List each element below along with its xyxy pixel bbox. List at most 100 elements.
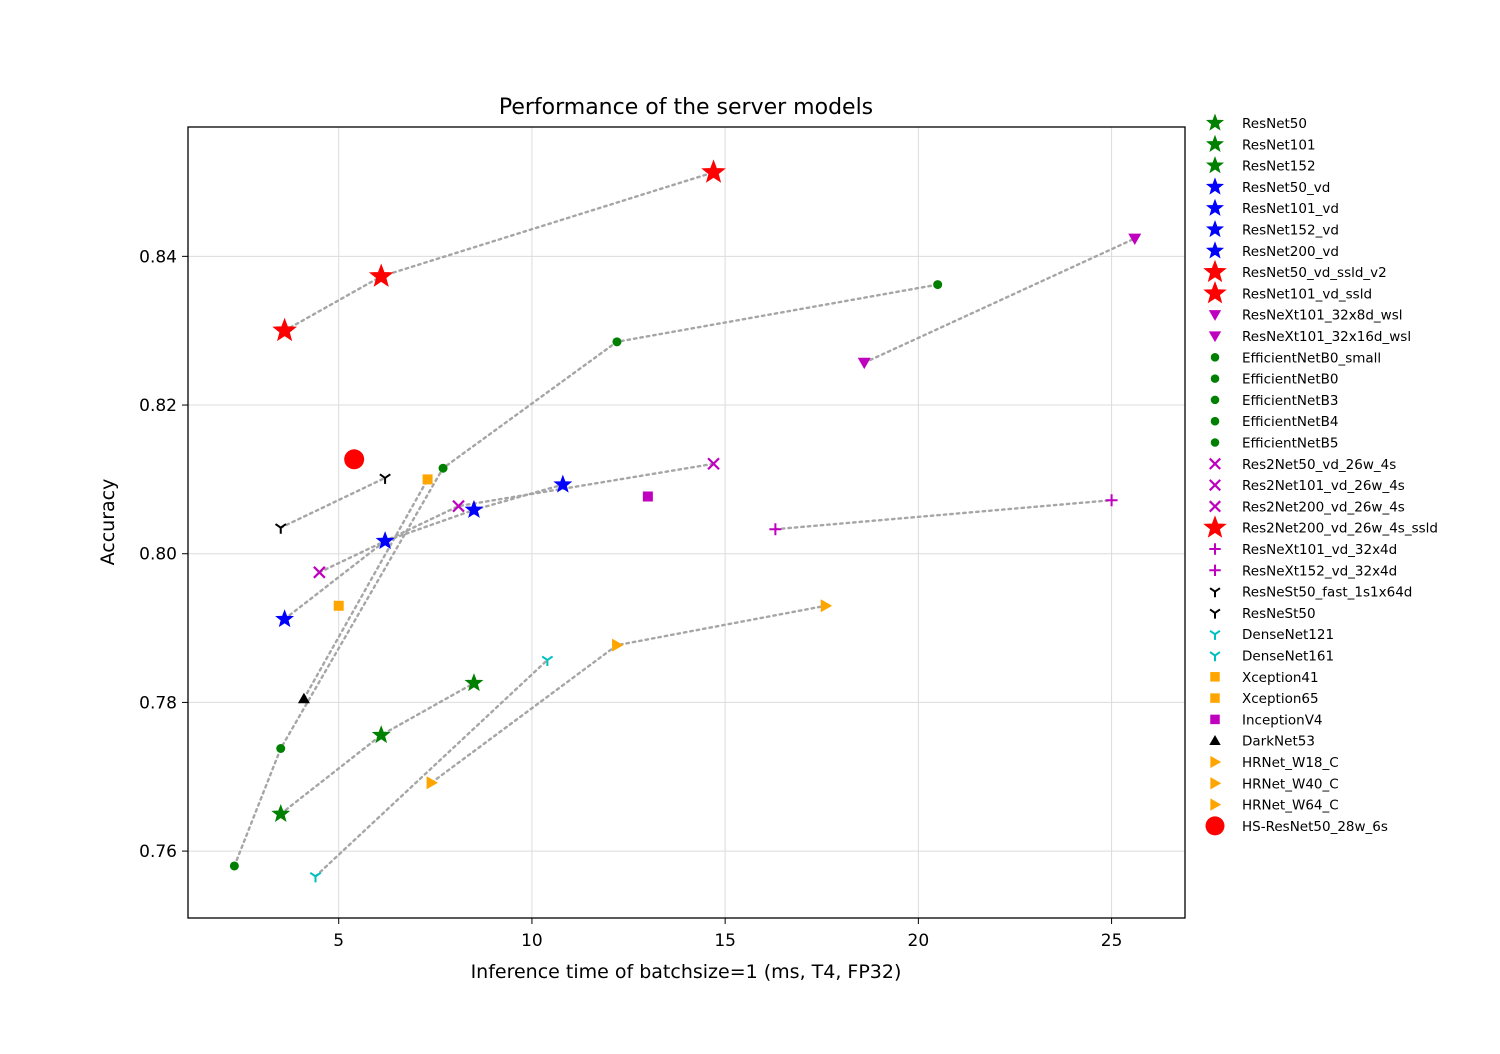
legend-label: DenseNet121 xyxy=(1242,627,1334,643)
plot-frame xyxy=(187,126,1186,919)
legend-marker xyxy=(1209,735,1221,745)
connection-line xyxy=(302,478,429,700)
legend-item-resnext101-32x8d-wsl: ResNeXt101_32x8d_wsl xyxy=(1208,308,1402,324)
legend-label: ResNet50_vd_ssld_v2 xyxy=(1242,265,1387,281)
legend-item-resnext152-vd-32x4d: ResNeXt152_vd_32x4d xyxy=(1209,563,1397,579)
point-densenet121 xyxy=(309,871,322,883)
legend-item-resnet152-vd: ResNet152_vd xyxy=(1205,220,1339,239)
legend-label: DarkNet53 xyxy=(1242,734,1315,750)
legend-item-resnet101-vd: ResNet101_vd xyxy=(1205,198,1339,217)
legend-label: HRNet_W64_C xyxy=(1242,798,1339,814)
legend-item-res2net50-vd-26w-4s: Res2Net50_vd_26w_4s xyxy=(1209,457,1396,473)
point-resnet152 xyxy=(464,673,484,692)
x-tick-label: 20 xyxy=(908,931,930,951)
point-resnet101 xyxy=(371,725,391,744)
legend-label: EfficientNetB0 xyxy=(1242,372,1338,388)
legend-label: DenseNet161 xyxy=(1242,649,1334,665)
legend-label: HRNet_W18_C xyxy=(1242,755,1339,771)
legend-marker xyxy=(1209,608,1221,619)
legend-marker xyxy=(1209,500,1221,513)
point-resnext101-vd-32x4d xyxy=(769,523,782,536)
legend-item-res2net200-vd-26w-4s: Res2Net200_vd_26w_4s xyxy=(1209,499,1405,515)
point-res2net50-vd-26w-4s xyxy=(313,566,326,579)
point-res2net200-vd-26w-4s-ssld xyxy=(701,159,726,183)
point-resnet200-vd xyxy=(553,474,573,493)
legend-item-efficientnetb5: EfficientNetB5 xyxy=(1210,436,1338,452)
legend-label: ResNet101_vd xyxy=(1242,201,1339,217)
point-resnest50-fast-1s1x64d xyxy=(274,523,287,534)
legend-item-resnext101-32x16d-wsl: ResNeXt101_32x16d_wsl xyxy=(1208,329,1411,345)
legend-marker xyxy=(1205,220,1225,238)
point-efficientnetb0 xyxy=(276,744,286,753)
point-darknet53 xyxy=(297,692,310,704)
y-axis-label: Accuracy xyxy=(97,479,119,566)
legend-label: ResNeXt101_vd_32x4d xyxy=(1242,542,1397,558)
legend-marker xyxy=(1205,816,1225,836)
x-tick-label: 10 xyxy=(521,931,543,951)
legend-item-efficientnetb4: EfficientNetB4 xyxy=(1210,414,1338,430)
legend-marker xyxy=(1209,651,1221,662)
point-resnext152-vd-32x4d xyxy=(1105,494,1118,507)
legend-item-resnet50-vd-ssld-v2: ResNet50_vd_ssld_v2 xyxy=(1203,259,1387,283)
legend-label: Xception65 xyxy=(1242,691,1319,707)
legend-marker xyxy=(1209,629,1221,640)
legend-marker xyxy=(1203,281,1227,304)
legend-item-resnet152: ResNet152 xyxy=(1205,156,1316,175)
legend-marker xyxy=(1205,198,1225,216)
point-xception65 xyxy=(422,474,433,485)
legend-label: ResNeSt50 xyxy=(1242,606,1316,622)
y-tick-label: 0.82 xyxy=(139,396,177,416)
y-tick-label: 0.76 xyxy=(139,842,177,862)
legend-marker xyxy=(1210,438,1220,447)
point-res2net200-vd-26w-4s xyxy=(707,457,720,471)
point-resnet101-vd xyxy=(375,531,395,550)
point-resnext101-32x8d-wsl xyxy=(857,357,871,370)
legend-label: ResNet200_vd xyxy=(1242,244,1339,260)
legend-item-efficientnetb0-small: EfficientNetB0_small xyxy=(1210,350,1381,366)
legend-item-darknet53: DarkNet53 xyxy=(1209,734,1315,750)
point-res2net101-vd-26w-4s xyxy=(452,499,465,513)
legend-label: ResNeSt50_fast_1s1x64d xyxy=(1242,585,1412,601)
x-tick-label: 5 xyxy=(333,931,344,951)
connection-line xyxy=(774,499,1113,531)
legend-item-resnet200-vd: ResNet200_vd xyxy=(1205,241,1339,260)
legend-item-efficientnetb3: EfficientNetB3 xyxy=(1210,393,1338,409)
legend-marker xyxy=(1210,777,1222,790)
y-tick-label: 0.78 xyxy=(139,693,177,713)
legend-marker xyxy=(1210,693,1220,703)
legend-marker xyxy=(1205,113,1225,131)
legend-item-densenet161: DenseNet161 xyxy=(1209,649,1334,665)
chart-title: Performance of the server models xyxy=(499,95,873,120)
legend-marker xyxy=(1205,134,1225,152)
legend-label: Xception41 xyxy=(1242,670,1319,686)
point-resnet50-vd xyxy=(275,609,295,628)
legend-label: ResNet50 xyxy=(1242,116,1307,132)
y-tick-label: 0.80 xyxy=(139,545,177,565)
legend-item-resnest50-fast-1s1x64d: ResNeSt50_fast_1s1x64d xyxy=(1209,585,1412,601)
legend-item-densenet121: DenseNet121 xyxy=(1209,627,1334,643)
point-efficientnetb3 xyxy=(438,463,448,473)
y-axis: 0.76 0.78 0.80 0.82 0.84 xyxy=(139,247,188,862)
legend-marker xyxy=(1203,515,1227,538)
legend-item-resnest50: ResNeSt50 xyxy=(1209,606,1316,622)
legend-item-resnet50-vd: ResNet50_vd xyxy=(1205,177,1330,196)
point-resnet152-vd xyxy=(464,499,484,518)
connection-line xyxy=(279,476,387,529)
legend-marker xyxy=(1209,587,1221,598)
legend-label: ResNet101_vd_ssld xyxy=(1242,286,1372,302)
point-resnext101-32x16d-wsl xyxy=(1128,233,1142,246)
point-hrnet-w18-c xyxy=(426,776,438,790)
legend-item-hs-resnet50-28w-6s: HS-ResNet50_28w_6s xyxy=(1205,816,1388,836)
legend-label: EfficientNetB0_small xyxy=(1242,350,1381,366)
legend-item-inceptionv4: InceptionV4 xyxy=(1210,712,1323,728)
legend-label: Res2Net101_vd_26w_4s xyxy=(1242,478,1405,494)
legend-label: ResNeXt101_32x16d_wsl xyxy=(1242,329,1411,345)
legend-item-resnet101: ResNet101 xyxy=(1205,134,1316,153)
point-hrnet-w40-c xyxy=(612,638,624,652)
legend-label: ResNeXt101_32x8d_wsl xyxy=(1242,308,1402,324)
x-tick-label: 25 xyxy=(1101,931,1123,951)
x-axis-label: Inference time of batchsize=1 (ms, T4, F… xyxy=(471,961,902,983)
legend-label: EfficientNetB4 xyxy=(1242,414,1338,430)
point-xception41 xyxy=(333,600,344,611)
